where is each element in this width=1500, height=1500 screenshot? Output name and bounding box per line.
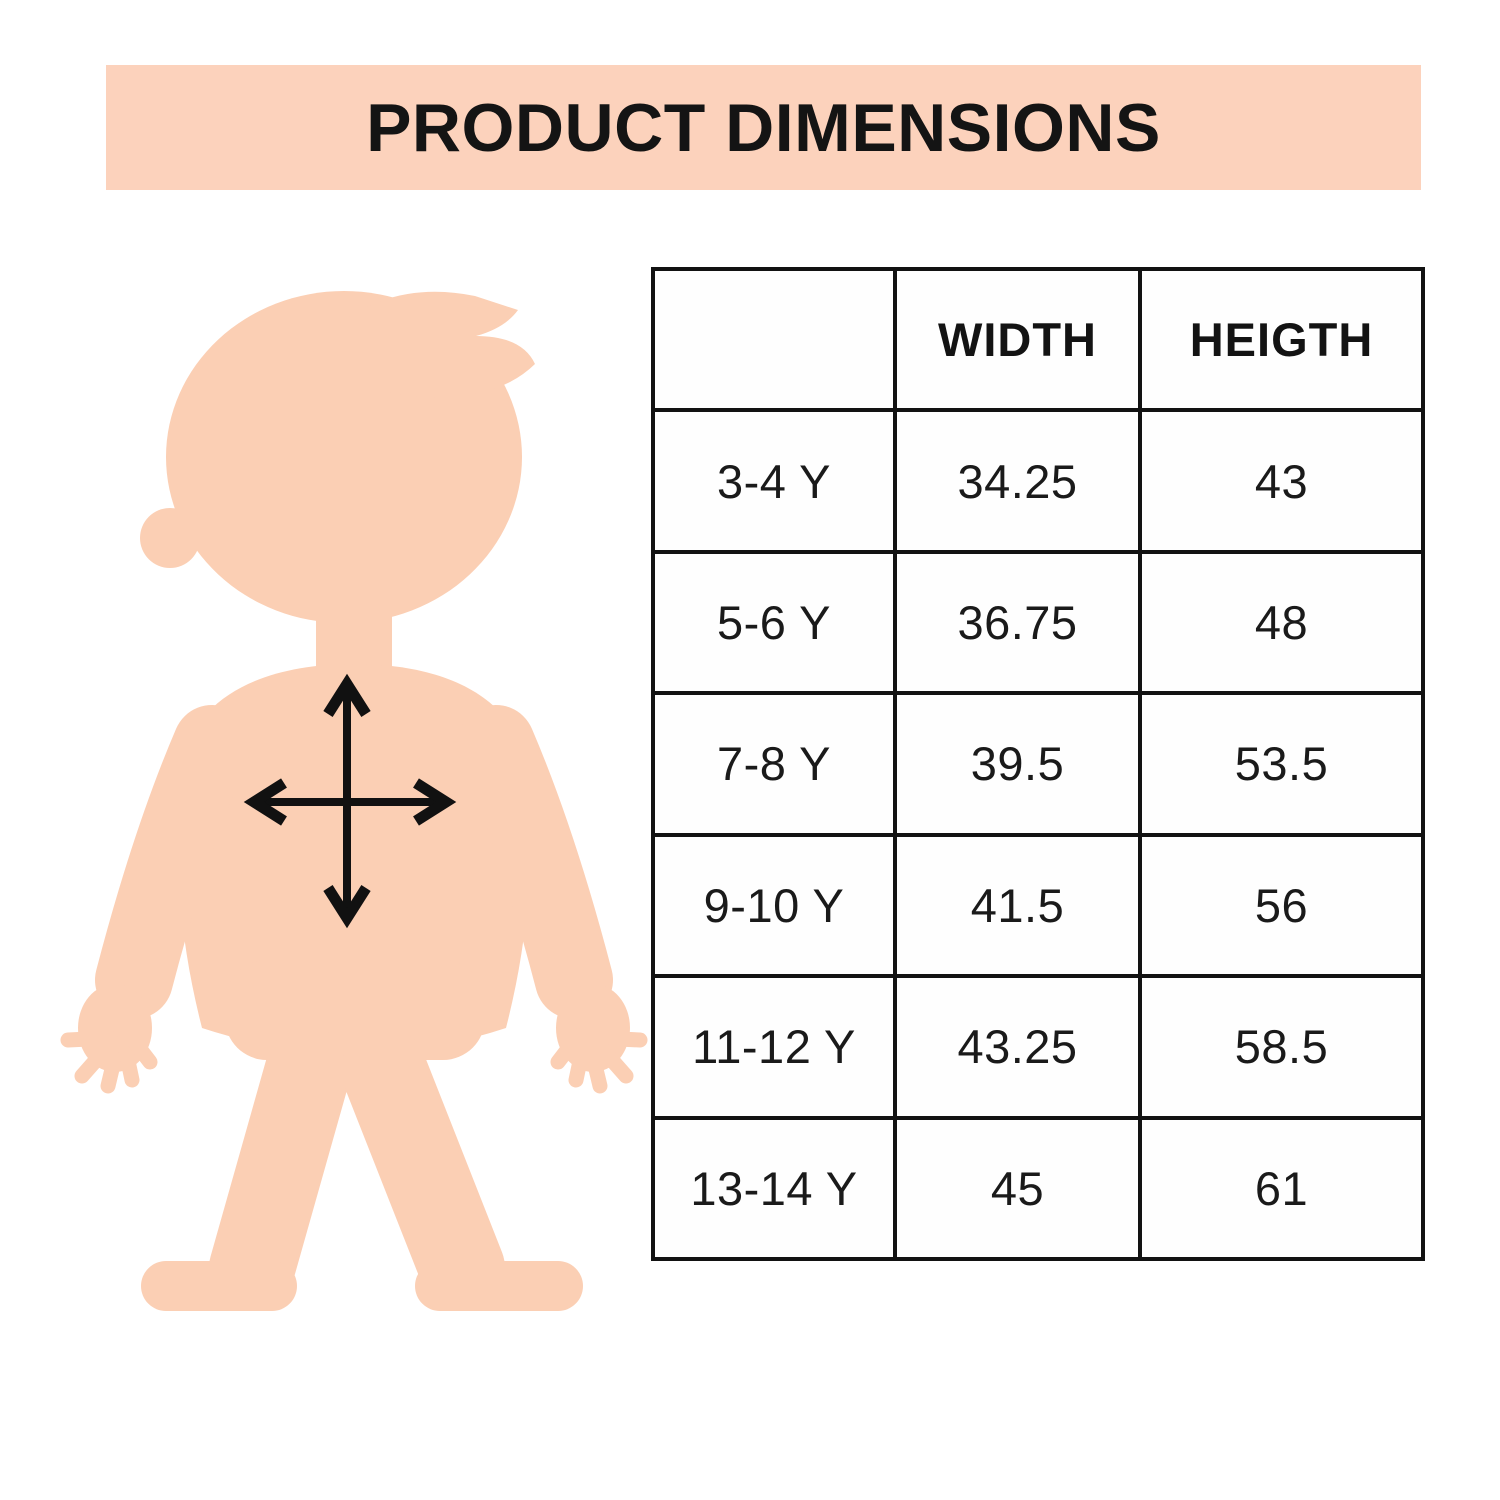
child-legs [209, 1027, 505, 1311]
height-cell: 48 [1138, 549, 1425, 696]
child-silhouette [60, 291, 648, 1311]
corner-cell [651, 266, 897, 413]
child-figure [60, 280, 670, 1340]
child-hair [310, 291, 535, 398]
child-ear [140, 508, 200, 568]
size-cell: 9-10 Y [651, 832, 897, 979]
page-title: PRODUCT DIMENSIONS [366, 89, 1161, 166]
height-cell: 53.5 [1138, 691, 1425, 837]
child-arms [95, 705, 613, 1019]
width-cell: 43.25 [893, 974, 1142, 1120]
col-header-heigth: HEIGTH [1138, 266, 1425, 413]
title-banner: PRODUCT DIMENSIONS [106, 65, 1421, 190]
table-header-row: WIDTH HEIGTH [651, 266, 1425, 413]
size-cell: 7-8 Y [651, 691, 897, 837]
table-row: 11-12 Y 43.25 58.5 [651, 974, 1425, 1120]
width-cell: 45 [893, 1115, 1142, 1262]
child-leg-left [209, 1027, 351, 1311]
height-cell: 56 [1138, 832, 1425, 979]
size-cell: 11-12 Y [651, 974, 897, 1120]
height-cell: 43 [1138, 408, 1425, 554]
width-cell: 36.75 [893, 549, 1142, 696]
measure-arrows-icon [243, 673, 457, 929]
size-cell: 13-14 Y [651, 1115, 897, 1262]
table-row: 7-8 Y 39.5 53.5 [651, 691, 1425, 837]
width-cell: 41.5 [893, 832, 1142, 979]
table-row: 5-6 Y 36.75 48 [651, 549, 1425, 696]
height-cell: 58.5 [1138, 974, 1425, 1120]
table-row: 13-14 Y 45 61 [651, 1115, 1425, 1262]
child-arm-right [457, 705, 613, 1019]
size-cell: 3-4 Y [651, 408, 897, 554]
size-cell: 5-6 Y [651, 549, 897, 696]
col-header-width: WIDTH [893, 266, 1142, 413]
height-cell: 61 [1138, 1115, 1425, 1262]
child-leg-right [341, 1027, 505, 1311]
width-cell: 39.5 [893, 691, 1142, 837]
horizontal-arrow-icon [243, 778, 457, 826]
size-chart-table: WIDTH HEIGTH 3-4 Y 34.25 43 5-6 Y 36.75 … [651, 266, 1425, 1262]
child-fingers [60, 1028, 648, 1094]
table-row: 3-4 Y 34.25 43 [651, 408, 1425, 554]
width-cell: 34.25 [893, 408, 1142, 554]
child-arm-left [95, 705, 251, 1019]
child-torso [177, 664, 531, 1053]
table-row: 9-10 Y 41.5 56 [651, 832, 1425, 979]
